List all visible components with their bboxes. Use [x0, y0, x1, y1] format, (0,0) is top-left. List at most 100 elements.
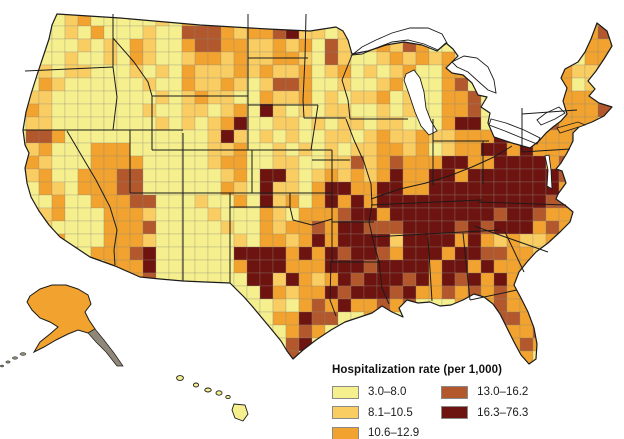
county-cell: [402, 207, 417, 222]
county-cell: [129, 142, 144, 157]
county-cell: [337, 64, 352, 79]
legend-swatch: [441, 406, 469, 420]
county-cell: [584, 337, 599, 352]
county-cell: [51, 116, 66, 131]
county-cell: [415, 168, 430, 183]
county-cell: [311, 103, 326, 118]
county-cell: [246, 350, 261, 364]
county-cell: [467, 272, 482, 287]
county-cell: [194, 51, 209, 66]
county-cell: [103, 142, 118, 157]
county-cell: [415, 311, 430, 326]
county-cell: [311, 285, 326, 300]
county-cell: [155, 311, 170, 326]
county-cell: [130, 0, 143, 13]
county-cell: [389, 90, 404, 105]
county-cell: [389, 194, 404, 209]
county-cell: [441, 272, 456, 287]
county-cell: [259, 246, 274, 261]
county-cell: [207, 155, 222, 170]
county-cell: [571, 181, 586, 196]
county-cell: [402, 272, 417, 287]
county-cell: [350, 103, 365, 118]
county-cell: [103, 285, 118, 300]
county-cell: [519, 220, 534, 235]
county-cell: [51, 77, 66, 92]
county-cell: [38, 103, 53, 118]
county-cell: [38, 350, 53, 364]
county-cell: [23, 142, 27, 157]
county-cell: [298, 103, 313, 118]
county-cell: [0, 104, 13, 117]
county-cell: [285, 220, 300, 235]
county-cell: [0, 338, 13, 351]
county-cell: [480, 207, 495, 222]
county-cell: [454, 285, 469, 300]
county-cell: [415, 207, 430, 222]
county-cell: [25, 194, 40, 209]
county-cell: [337, 168, 352, 183]
county-cell: [220, 129, 235, 144]
county-cell: [38, 129, 53, 144]
county-cell: [597, 298, 612, 313]
county-cell: [0, 260, 13, 273]
county-cell: [207, 207, 222, 222]
county-cell: [584, 51, 599, 66]
county-cell: [610, 77, 612, 92]
county-cell: [38, 194, 53, 209]
county-cell: [64, 38, 79, 53]
county-cell: [77, 142, 92, 157]
county-cell: [0, 325, 13, 338]
county-cell: [597, 220, 612, 235]
county-cell: [272, 272, 287, 287]
county-cell: [506, 220, 521, 235]
county-cell: [168, 259, 183, 274]
county-cell: [545, 246, 560, 261]
county-cell: [389, 14, 404, 27]
county-cell: [129, 77, 144, 92]
county-cell: [207, 285, 222, 300]
county-cell: [77, 233, 92, 248]
county-cell: [559, 0, 572, 13]
county-cell: [298, 272, 313, 287]
county-cell: [610, 116, 612, 131]
county-cell: [142, 90, 157, 105]
state-border-line: [462, 232, 471, 301]
county-cell: [299, 0, 312, 13]
county-cell: [168, 129, 183, 144]
county-cell: [103, 194, 118, 209]
county-cell: [220, 116, 235, 131]
county-cell: [116, 51, 131, 66]
county-cell: [298, 129, 313, 144]
county-cell: [38, 259, 53, 274]
legend-item-3: 13.0–16.2: [441, 382, 528, 403]
county-cell: [376, 207, 391, 222]
county-cell: [441, 77, 456, 92]
county-cell: [610, 25, 612, 40]
county-cell: [142, 337, 157, 352]
state-border-line: [289, 206, 333, 226]
county-cell: [337, 142, 352, 157]
county-cell: [402, 350, 417, 364]
county-cell: [117, 0, 130, 13]
county-cell: [0, 117, 13, 130]
county-cell: [168, 350, 183, 364]
county-cell: [493, 272, 508, 287]
county-cell: [389, 142, 404, 157]
county-cell: [207, 116, 222, 131]
county-cell: [403, 0, 416, 13]
county-cell: [272, 207, 287, 222]
county-cell: [168, 233, 183, 248]
county-cell: [259, 350, 274, 364]
county-cell: [376, 337, 391, 352]
county-cell: [350, 90, 365, 105]
county-cell: [285, 246, 300, 261]
county-cell: [23, 233, 27, 248]
county-cell: [13, 0, 26, 13]
county-cell: [610, 207, 612, 222]
county-cell: [129, 116, 144, 131]
county-cell: [64, 116, 79, 131]
county-cell: [155, 285, 170, 300]
county-cell: [467, 103, 482, 118]
county-cell: [51, 207, 66, 222]
